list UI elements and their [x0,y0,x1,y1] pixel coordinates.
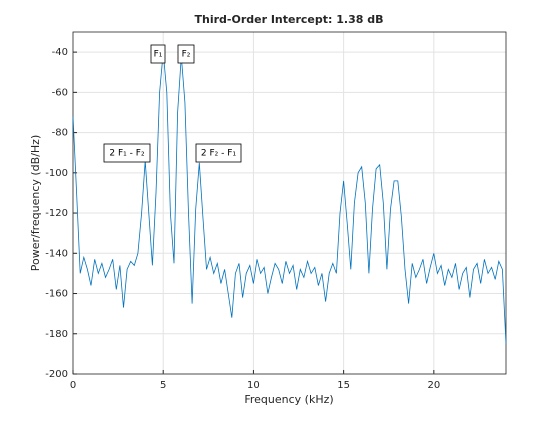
y-tick-label: -80 [52,128,68,139]
y-tick-label: -60 [52,87,68,98]
plot-frame [72,31,507,375]
y-tick-label: -120 [45,208,68,219]
annotation: F₂ [182,50,191,60]
y-tick-label: -100 [45,168,68,179]
annotation-box [103,143,151,163]
chart-title: Third-Order Intercept: 1.38 dB [195,13,384,26]
annotation: 2 F₁ - F₂ [109,149,145,159]
y-tick-label: -160 [45,289,68,300]
x-tick-label: 10 [247,380,260,391]
y-axis-label: Power/frequency (dB/Hz) [29,135,42,272]
annotation-box [150,44,166,64]
annotation-box [177,44,195,64]
x-tick-label: 5 [160,380,166,391]
x-tick-label: 0 [70,380,76,391]
x-tick-label: 20 [427,380,440,391]
y-tick-label: -140 [45,248,68,259]
y-tick-label: -200 [45,369,68,380]
x-axis-label: Frequency (kHz) [244,393,333,406]
y-tick-label: -40 [52,47,68,58]
annotation-box [195,143,242,163]
y-tick-label: -180 [45,329,68,340]
x-tick-label: 15 [337,380,350,391]
annotation: F₁ [154,50,163,60]
annotation: 2 F₂ - F₁ [201,149,237,159]
